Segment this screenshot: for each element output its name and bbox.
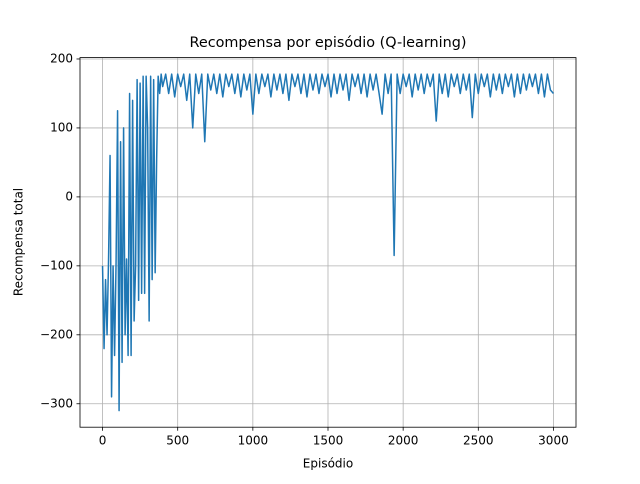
chart-title: Recompensa por episódio (Q-learning) [189,35,466,51]
x-tick-label: 2000 [388,434,419,448]
x-axis-label: Episódio [303,457,353,471]
x-tick-label: 3000 [538,434,569,448]
x-tick-label: 1500 [313,434,344,448]
y-tick-label: −100 [40,258,73,272]
y-tick-label: −300 [40,396,73,410]
y-tick-label: 200 [50,51,73,65]
y-tick-label: 100 [50,120,73,134]
plot-frame [79,57,577,428]
data-line [101,73,555,412]
x-tick-label: 500 [166,434,189,448]
y-axis-label: Recompensa total [12,188,26,296]
y-tick-label: 0 [65,189,73,203]
y-tick-label: −200 [40,327,73,341]
x-tick-label: 0 [99,434,107,448]
x-tick-label: 1000 [238,434,269,448]
x-tick-label: 2500 [463,434,494,448]
